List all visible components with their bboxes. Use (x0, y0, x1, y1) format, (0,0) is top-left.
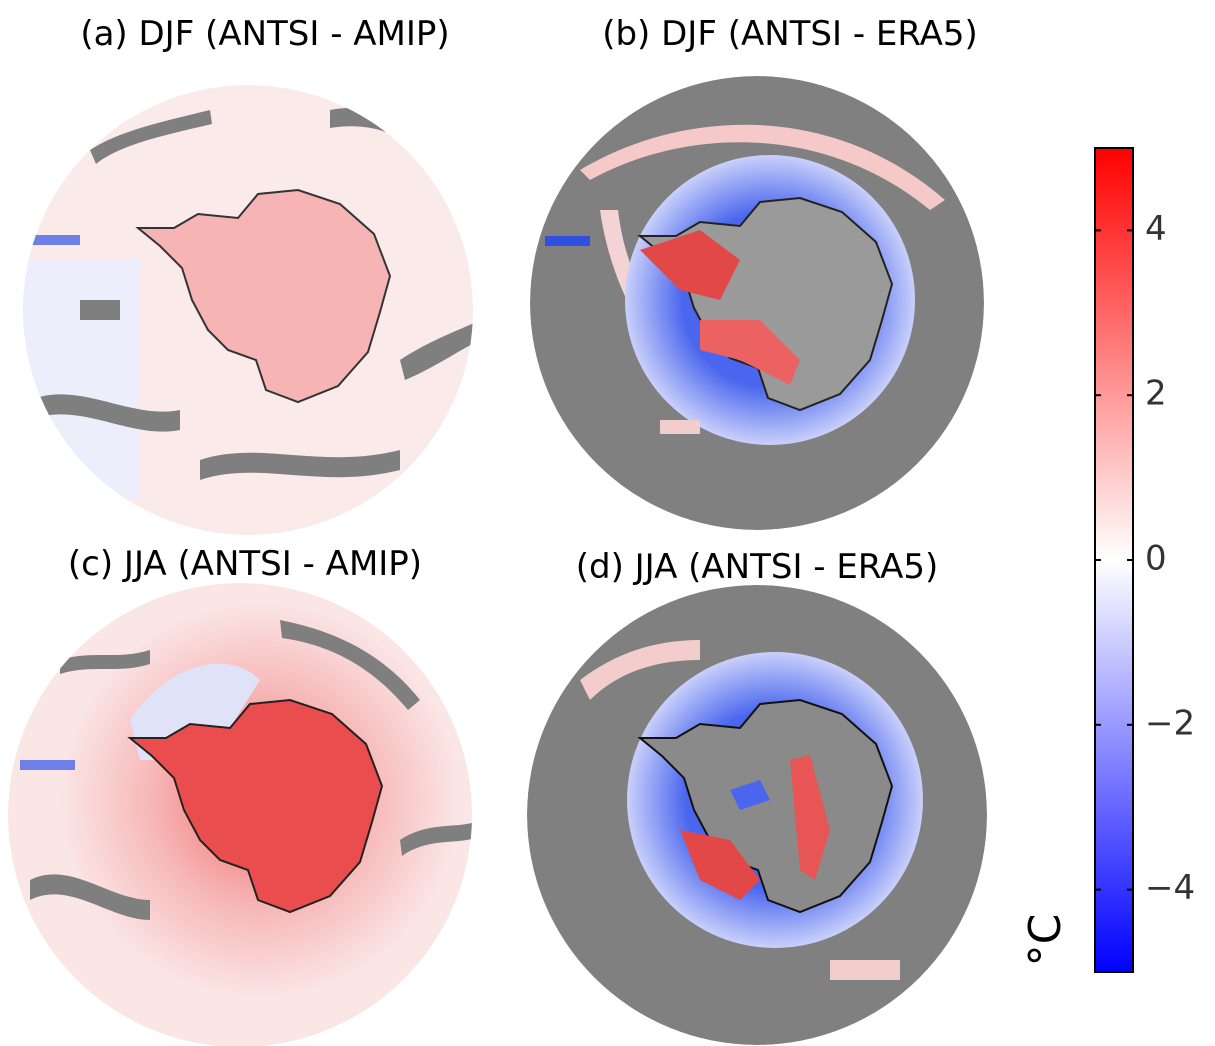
panel-title: (c) JJA (ANTSI - AMIP) (68, 544, 422, 584)
map-d (527, 585, 987, 1045)
colorbar-label: °C (1020, 914, 1071, 967)
map-a (23, 85, 473, 535)
panel-title: (b) DJF (ANTSI - ERA5) (602, 14, 978, 54)
tick-label: −2 (1145, 703, 1195, 743)
tick-label: 4 (1145, 209, 1167, 249)
tick-label: 2 (1145, 374, 1167, 414)
colorbar: 4 2 0 −2 −4 (1094, 147, 1195, 973)
colorbar-fill (1094, 147, 1134, 973)
tick-label: 0 (1145, 539, 1167, 579)
panel-title: (a) DJF (ANTSI - AMIP) (80, 14, 449, 54)
map-c (8, 583, 472, 1046)
panel-title: (d) JJA (ANTSI - ERA5) (576, 547, 939, 587)
tick-label: −4 (1145, 868, 1195, 908)
map-b (530, 76, 984, 530)
